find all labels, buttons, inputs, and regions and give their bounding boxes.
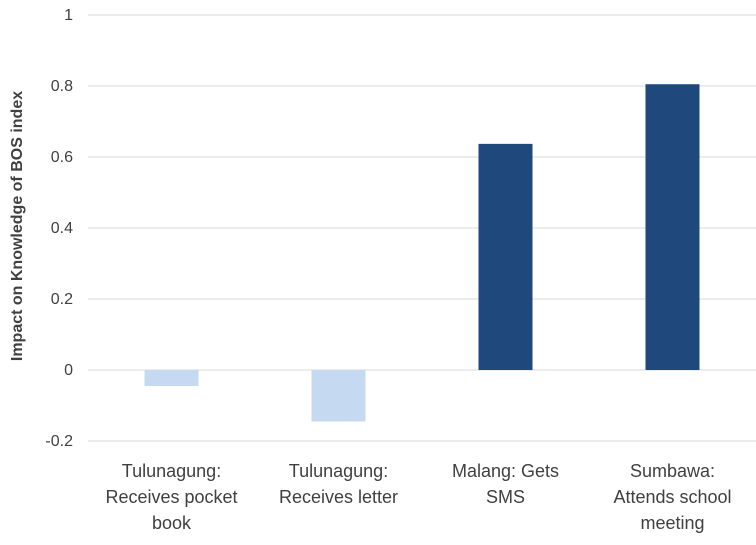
x-category-label: Tulunagung: Receives pocket book: [105, 461, 237, 533]
y-tick-label: 0.8: [51, 78, 73, 95]
bar: [645, 84, 700, 370]
gridlines: [88, 14, 756, 442]
y-tick-label: -0.2: [45, 433, 73, 450]
y-tick-label: 0: [64, 362, 73, 379]
y-tick-label: 0.6: [51, 149, 73, 166]
bar: [311, 370, 366, 422]
x-axis-labels: Tulunagung: Receives pocket book Tulunagung…: [105, 461, 731, 533]
x-category-label: Sumbawa: Attends school meeting: [613, 461, 731, 533]
y-axis-ticks: -0.2 0 0.2 0.4 0.6 0.8 1: [45, 7, 73, 450]
bars: [144, 84, 700, 422]
y-tick-label: 1: [64, 7, 73, 24]
bar: [144, 370, 199, 386]
bar: [478, 143, 533, 370]
y-tick-label: 0.2: [51, 291, 73, 308]
x-category-label: Malang: Gets SMS: [452, 461, 559, 507]
y-axis-title: Impact on Knowledge of BOS index: [9, 91, 26, 361]
y-tick-label: 0.4: [51, 220, 73, 237]
x-category-label: Tulunagung: Receives letter: [279, 461, 398, 507]
